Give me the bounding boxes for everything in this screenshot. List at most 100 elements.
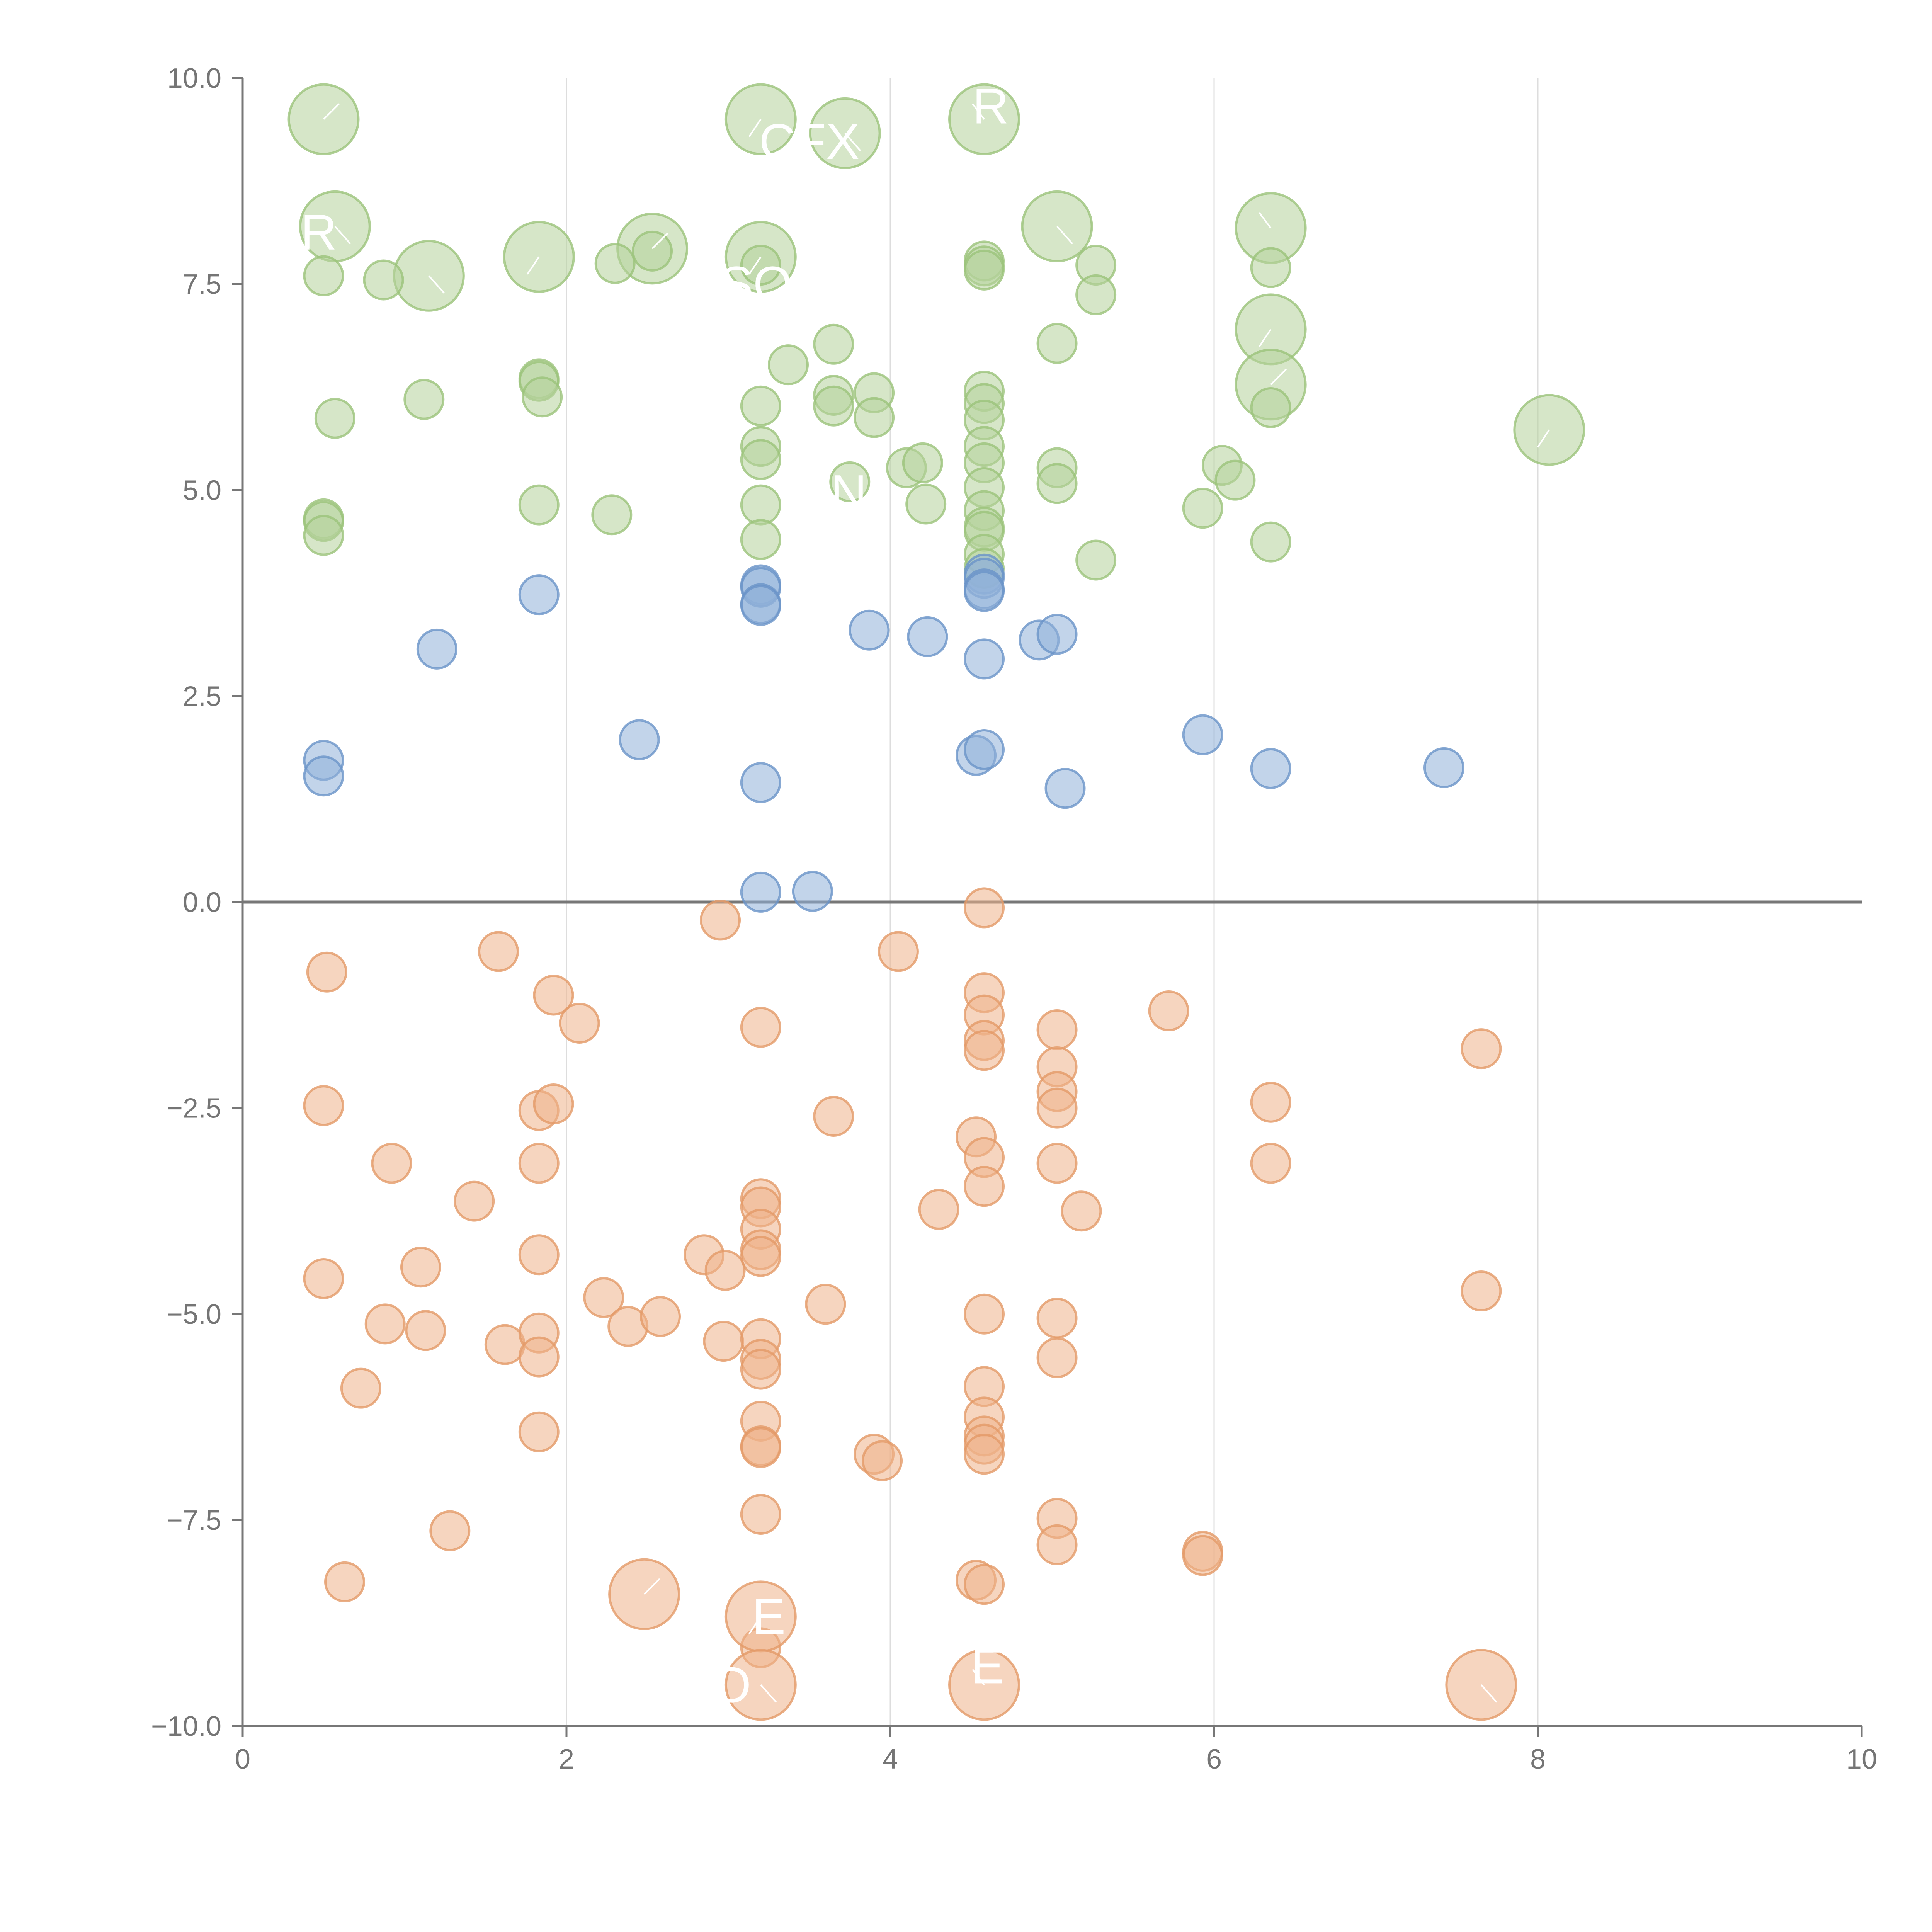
data-point-orange — [303, 1258, 344, 1299]
data-point-orange — [583, 1277, 624, 1318]
data-point-green — [1250, 521, 1291, 563]
data-point-green — [1250, 247, 1291, 288]
data-point-green — [1214, 459, 1256, 501]
data-point-orange — [518, 1143, 560, 1184]
label-leader-line — [1056, 226, 1073, 245]
data-point-orange — [740, 1493, 781, 1535]
data-point-green — [740, 519, 781, 560]
x-tick-label: 4 — [883, 1744, 898, 1775]
y-tick-label: 7.5 — [183, 269, 221, 300]
label-leader-line — [1259, 212, 1272, 229]
data-point-green — [902, 442, 943, 483]
data-point-green — [303, 255, 344, 296]
data-point-blue — [964, 571, 1005, 612]
data-point-orange — [1036, 1087, 1078, 1129]
data-point-blue — [416, 628, 457, 670]
data-point-green — [740, 439, 781, 480]
bubble-label: SO — [719, 256, 792, 312]
data-point-blue — [518, 574, 560, 616]
data-point-green — [303, 515, 344, 556]
label-leader-line — [334, 226, 351, 245]
data-point-orange — [964, 1434, 1005, 1475]
data-point-orange — [1036, 1143, 1078, 1184]
data-point-blue — [792, 871, 833, 912]
y-tick-label: 2.5 — [183, 681, 221, 712]
data-point-green — [1250, 387, 1291, 428]
y-tick-label: 5.0 — [183, 475, 221, 506]
data-point-orange — [918, 1189, 959, 1230]
data-point-orange — [405, 1310, 446, 1351]
label-leader-line — [748, 256, 762, 275]
data-point-orange — [484, 1324, 526, 1365]
data-point-green — [594, 243, 636, 284]
data-point-orange — [533, 975, 574, 1016]
data-point-orange — [559, 1002, 600, 1044]
data-point-orange — [700, 900, 741, 941]
label-leader-line — [972, 1669, 985, 1685]
bubble-label: R — [973, 78, 1009, 134]
label-leader-line — [643, 1578, 660, 1595]
x-tick-label: 10 — [1846, 1744, 1877, 1775]
data-point-green — [1182, 488, 1223, 529]
label-leader-line — [844, 133, 861, 151]
data-point-orange — [704, 1250, 746, 1291]
data-point-orange — [371, 1143, 412, 1184]
y-tick-label: 0.0 — [183, 887, 221, 918]
data-point-blue — [303, 755, 344, 797]
data-point-orange — [740, 1007, 781, 1048]
bubble-label: R — [301, 204, 337, 260]
data-point-orange — [429, 1510, 471, 1551]
data-point-green — [854, 397, 895, 438]
label-leader-line — [1270, 368, 1287, 385]
data-point-green — [905, 483, 947, 525]
bubble-label: E — [971, 1638, 1004, 1694]
data-point-blue — [740, 585, 781, 626]
data-point-orange — [964, 887, 1005, 929]
data-point-green — [740, 484, 781, 526]
y-tick-label: 10.0 — [167, 63, 221, 94]
label-leader-line — [527, 256, 540, 275]
data-point-green — [1075, 539, 1117, 581]
data-point-green — [964, 249, 1005, 291]
data-point-green — [740, 245, 781, 286]
data-point-green — [829, 461, 871, 502]
data-point-orange — [533, 1083, 574, 1124]
data-point-green — [1036, 463, 1078, 504]
data-point-green — [403, 379, 445, 420]
x-tick-label: 6 — [1206, 1744, 1222, 1775]
data-point-blue — [740, 871, 781, 913]
data-point-green — [1075, 274, 1117, 315]
data-point-green — [591, 494, 633, 536]
data-point-green — [813, 323, 854, 365]
data-point-orange — [878, 931, 919, 972]
label-leader-line — [1480, 1684, 1497, 1703]
x-tick-label: 0 — [235, 1744, 250, 1775]
data-point-blue — [1182, 714, 1223, 755]
data-point-green — [768, 344, 809, 386]
data-point-blue — [1423, 747, 1464, 788]
data-point-orange — [324, 1561, 365, 1602]
data-point-orange — [1250, 1082, 1291, 1123]
y-tick-label: −10.0 — [151, 1711, 221, 1742]
data-point-orange — [964, 1166, 1005, 1207]
data-point-blue — [1044, 768, 1086, 809]
data-point-blue — [619, 719, 660, 760]
data-point-orange — [340, 1367, 381, 1409]
data-point-orange — [518, 1336, 560, 1378]
data-point-orange — [813, 1095, 854, 1137]
data-point-green — [363, 259, 404, 301]
data-point-orange — [1461, 1028, 1502, 1070]
data-point-blue — [907, 616, 948, 657]
label-leader-line — [1537, 429, 1550, 448]
data-point-orange — [805, 1284, 846, 1325]
data-point-green — [632, 230, 673, 272]
data-point-orange — [518, 1234, 560, 1276]
data-point-orange — [740, 1236, 781, 1277]
label-leader-line — [1258, 329, 1272, 347]
label-leader-line — [760, 1684, 777, 1703]
data-point-green — [518, 484, 560, 526]
label-leader-line — [748, 1616, 762, 1634]
label-leader-line — [748, 119, 762, 137]
data-point-green — [1036, 323, 1078, 364]
